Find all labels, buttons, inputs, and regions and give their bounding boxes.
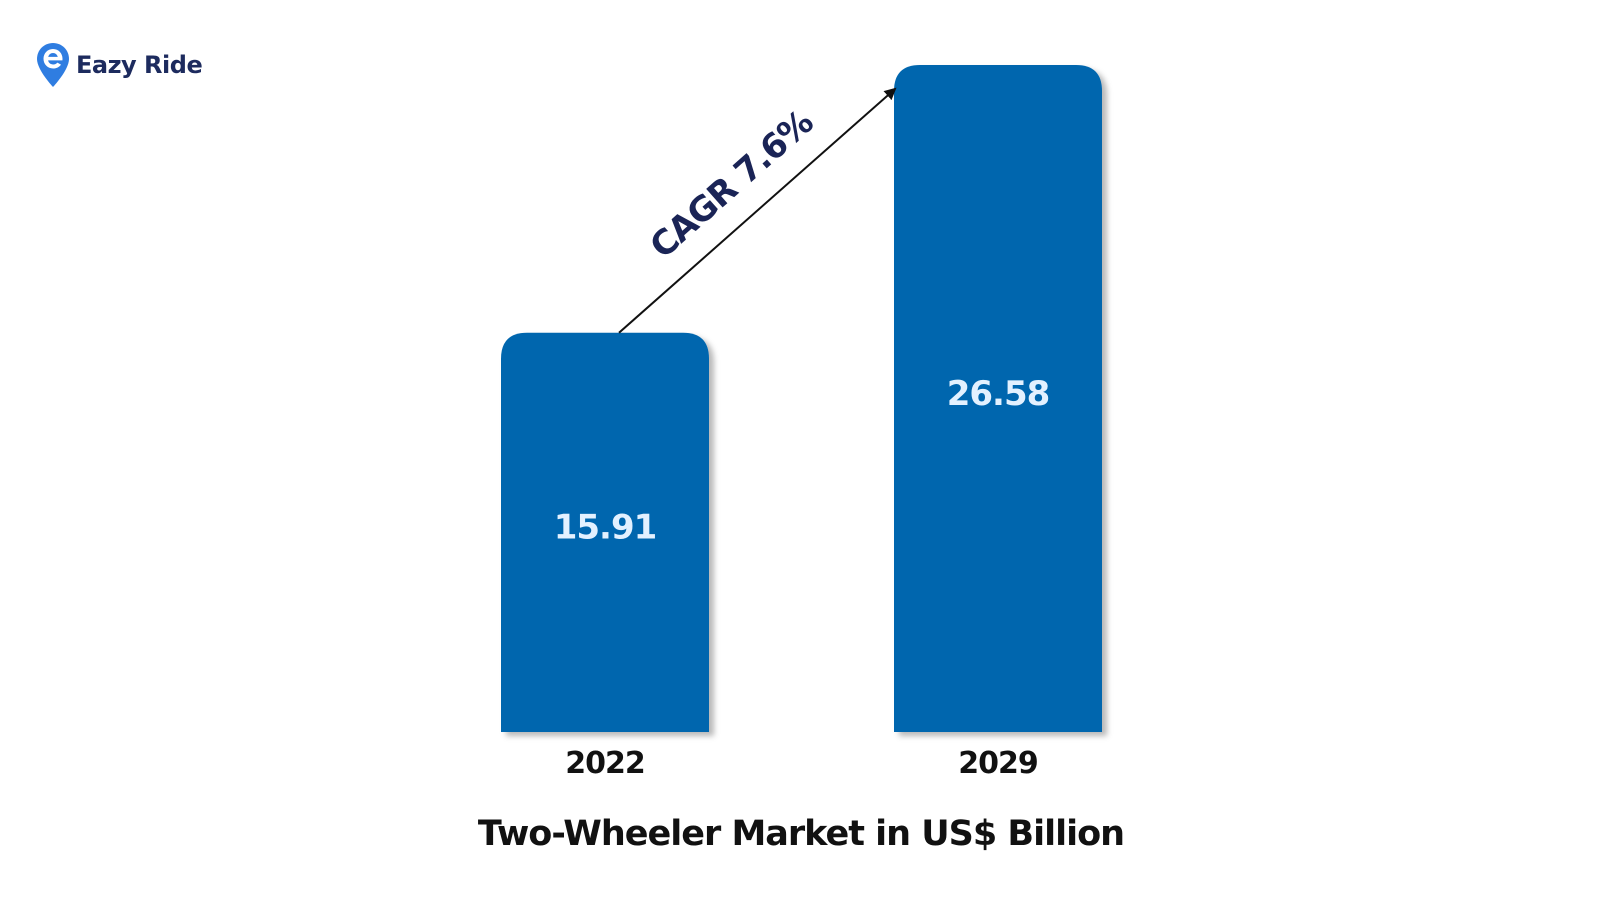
chart-title: Two-Wheeler Market in US$ Billion — [478, 814, 1124, 854]
bar-2029 — [894, 65, 1102, 732]
x-tick-label: 2029 — [958, 746, 1038, 781]
map-pin-e-icon — [37, 43, 69, 87]
brand-name: Eazy Ride — [76, 51, 203, 79]
cagr-arrow — [618, 87, 897, 334]
cagr-label: CAGR 7.6% — [643, 103, 821, 267]
bar-value-label: 26.58 — [947, 374, 1050, 414]
bar-2022 — [501, 332, 709, 732]
bar-value-label: 15.91 — [554, 507, 657, 547]
brand-logo: Eazy Ride — [36, 42, 203, 88]
labels-layer: 15.91 2022 26.58 2029 — [554, 374, 1051, 781]
x-tick-label: 2022 — [565, 746, 645, 781]
bars-layer — [501, 65, 1102, 732]
cagr-annotation: CAGR 7.6% — [618, 87, 897, 334]
